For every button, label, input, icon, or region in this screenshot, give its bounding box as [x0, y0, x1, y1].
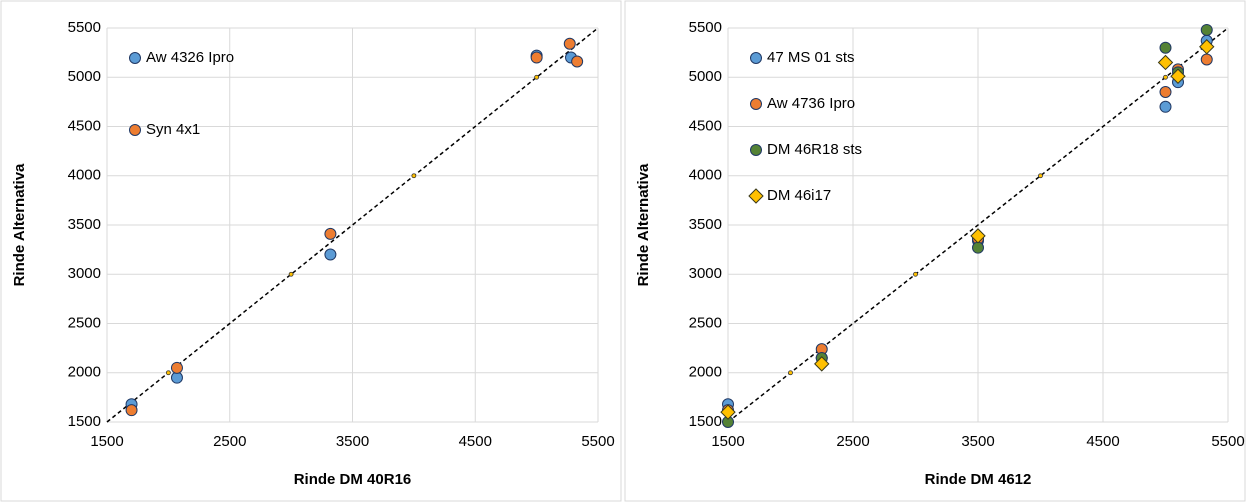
y-tick-label: 5500 — [689, 19, 722, 36]
marker — [1200, 53, 1213, 66]
marker — [1199, 39, 1215, 55]
x-tick-label: 2500 — [213, 433, 246, 450]
x-tick-label: 3500 — [961, 433, 994, 450]
marker — [324, 227, 337, 240]
legend-label: Aw 4326 Ipro — [146, 49, 234, 66]
marker — [170, 361, 183, 374]
reference-dot — [411, 173, 417, 179]
marker — [814, 356, 830, 372]
reference-dot — [534, 74, 540, 80]
reference-dot — [1163, 74, 1168, 80]
marker — [530, 51, 543, 64]
legend-marker — [129, 124, 141, 136]
marker — [571, 55, 584, 68]
x-tick-label: 1500 — [90, 433, 123, 450]
y-axis-title: Rinde Alternativa — [11, 163, 28, 286]
marker — [1200, 23, 1213, 36]
legend-label: Syn 4x1 — [146, 121, 200, 138]
y-tick-label: 1500 — [689, 413, 722, 430]
identity-line — [727, 27, 1229, 423]
y-tick-label: 4500 — [68, 117, 101, 134]
reference-dot — [788, 370, 793, 376]
x-tick-label: 1500 — [711, 433, 744, 450]
y-tick-label: 5500 — [68, 19, 101, 36]
y-tick-label: 2000 — [689, 364, 722, 381]
legend-label: 47 MS 01 sts — [767, 49, 855, 66]
legend-label: DM 46i17 — [767, 187, 831, 204]
marker — [563, 37, 576, 50]
panel-border — [624, 0, 1246, 502]
legend-marker — [750, 98, 762, 110]
marker — [1157, 54, 1174, 71]
marker — [125, 404, 138, 417]
reference-dot — [165, 370, 171, 376]
y-tick-label: 5000 — [68, 68, 101, 85]
marker — [324, 248, 337, 261]
legend-marker — [129, 52, 141, 64]
marker — [720, 404, 736, 420]
y-tick-label: 2500 — [68, 314, 101, 331]
y-tick-label: 3500 — [689, 216, 722, 233]
panel-border — [0, 0, 622, 502]
y-tick-label: 2500 — [689, 314, 722, 331]
reference-dot — [288, 271, 294, 277]
y-tick-label: 1500 — [68, 413, 101, 430]
legend-label: Aw 4736 Ipro — [767, 95, 855, 112]
marker — [1159, 41, 1172, 54]
y-tick-label: 2000 — [68, 364, 101, 381]
x-tick-label: 2500 — [836, 433, 869, 450]
x-tick-label: 3500 — [336, 433, 369, 450]
y-tick-label: 4000 — [68, 167, 101, 184]
reference-dot — [913, 271, 918, 277]
legend-marker — [748, 188, 764, 204]
legend-label: DM 46R18 sts — [767, 141, 862, 158]
marker — [970, 228, 986, 244]
y-tick-label: 4500 — [689, 117, 722, 134]
legend-marker — [750, 52, 762, 64]
marker — [972, 241, 984, 254]
x-axis-title: Rinde DM 4612 — [925, 471, 1032, 488]
marker — [1159, 86, 1172, 99]
x-tick-label: 5500 — [581, 433, 614, 450]
reference-dot — [1038, 173, 1043, 179]
x-tick-label: 4500 — [459, 433, 492, 450]
y-tick-label: 3000 — [689, 265, 722, 282]
x-tick-label: 4500 — [1086, 433, 1119, 450]
y-tick-label: 5000 — [689, 68, 722, 85]
y-tick-label: 3000 — [68, 265, 101, 282]
y-tick-label: 4000 — [689, 167, 722, 184]
x-axis-title: Rinde DM 40R16 — [294, 471, 412, 488]
marker — [1170, 68, 1186, 84]
marker — [1159, 100, 1172, 113]
x-tick-label: 5500 — [1211, 433, 1244, 450]
y-tick-label: 3500 — [68, 216, 101, 233]
y-axis-title: Rinde Alternativa — [635, 163, 652, 286]
legend-marker — [750, 144, 762, 156]
